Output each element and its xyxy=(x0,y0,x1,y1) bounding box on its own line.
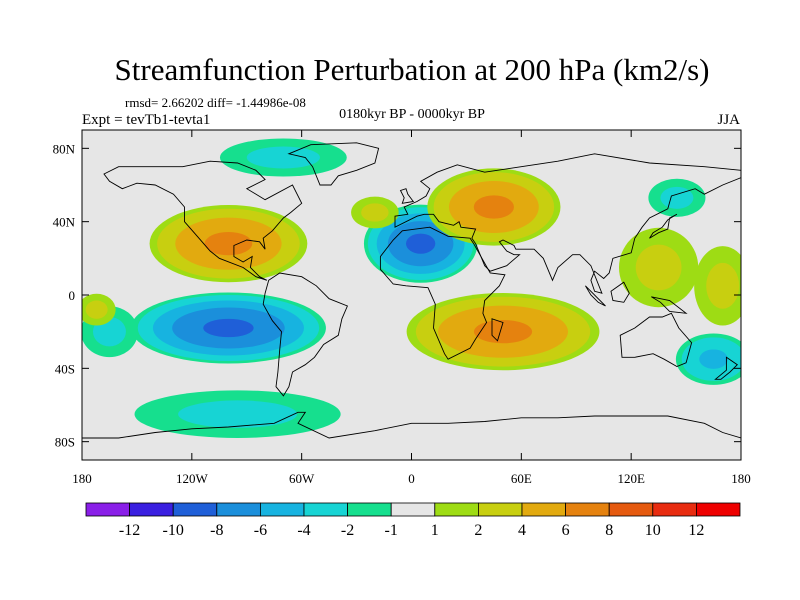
australia-outline xyxy=(619,312,693,367)
north-america-outline xyxy=(103,160,303,281)
south-america-outline xyxy=(262,272,348,397)
colorbar-label: 10 xyxy=(645,522,661,539)
y-tick-label: 80N xyxy=(53,141,76,156)
x-tick-label: 120W xyxy=(176,471,209,486)
colorbar-swatch xyxy=(477,502,523,517)
greenland-outline xyxy=(287,142,380,186)
colorbar-swatch xyxy=(347,502,392,517)
borneo-outline xyxy=(610,281,630,303)
y-tick-label: 0 xyxy=(69,288,76,303)
colorbar-label: 12 xyxy=(688,522,704,539)
season-label: JJA xyxy=(717,112,740,128)
north-pacific-low-band-2 xyxy=(660,186,694,209)
x-tick-label: 60W xyxy=(289,471,315,486)
colorbar-label: 2 xyxy=(474,522,482,539)
y-tick-label: 40N xyxy=(53,215,76,230)
colorbar-label: 1 xyxy=(431,522,439,539)
colorbar-swatch xyxy=(129,502,174,517)
colorbar-swatch xyxy=(172,502,218,517)
eurasia-outline xyxy=(394,153,741,294)
southern-low-band-2 xyxy=(178,400,298,428)
y-tick-label: 80S xyxy=(55,435,75,450)
south-africa-high-band-4 xyxy=(473,320,533,344)
colorbar-label: -10 xyxy=(163,522,184,539)
new-zealand-outline xyxy=(714,356,739,380)
colorbar-label: -2 xyxy=(341,522,354,539)
stats-text: rmsd= 2.66202 diff= -1.44986e-08 xyxy=(125,95,306,110)
x-tick-label: 180 xyxy=(72,471,92,486)
colorbar-swatch xyxy=(259,502,305,517)
colorbar-swatch xyxy=(434,502,479,517)
far-east-high-band-2 xyxy=(706,262,740,309)
period-label: 0180kyr BP - 0000kyr BP xyxy=(339,107,485,122)
colorbar-swatch xyxy=(390,502,436,517)
japan-outline xyxy=(649,213,678,239)
x-tick-label: 0 xyxy=(408,471,415,486)
axis-ticks: 180 120W 60W 0 60E 120E 180 80N 40N 0 40S 80S xyxy=(53,130,751,486)
colorbar-label: -4 xyxy=(297,522,310,539)
y-tick-label: 40S xyxy=(55,361,75,376)
x-tick-label: 60E xyxy=(511,471,532,486)
indonesia-high-band-2 xyxy=(635,244,682,291)
experiment-label: Expt = tevTb1-tevta1 xyxy=(82,112,210,128)
colorbar-label: -6 xyxy=(254,522,267,539)
colorbar-label: -8 xyxy=(210,522,223,539)
north-america-high-band-4 xyxy=(204,232,253,256)
sumatra-outline xyxy=(585,285,606,307)
colorbar-swatch xyxy=(696,502,741,517)
colorbar-swatch xyxy=(608,502,654,517)
x-tick-label: 120E xyxy=(617,471,645,486)
atlantic-ring-high-band-2 xyxy=(361,203,389,222)
x-tick-label: 180 xyxy=(731,471,751,486)
colorbar-label: -1 xyxy=(385,522,398,539)
colorbar-swatch xyxy=(85,502,130,517)
central-asia-high-band-4 xyxy=(473,195,514,219)
colorbar-label: 4 xyxy=(518,522,526,539)
pacific-low-south-band-5 xyxy=(203,318,254,338)
colorbar-swatch xyxy=(652,502,697,517)
arctic-low-band-2 xyxy=(246,146,320,169)
colorbar-swatch xyxy=(216,502,261,517)
africa-low-band-5 xyxy=(406,233,436,254)
colorbar: -12 -10 -8 -6 -4 -2 -1 1 2 4 6 8 10 12 xyxy=(85,502,741,539)
africa-outline xyxy=(379,226,506,360)
coastlines xyxy=(82,142,741,439)
madagascar-outline xyxy=(491,318,504,342)
antarctica-outline xyxy=(82,411,741,439)
west-pacific-south-high-band-2 xyxy=(85,300,108,319)
colorbar-swatch xyxy=(565,502,610,517)
colorbar-swatch xyxy=(303,502,348,517)
australia-low-band-3 xyxy=(699,349,728,369)
new-guinea-outline xyxy=(651,296,688,314)
great-britain-outline xyxy=(399,188,415,204)
colorbar-swatch xyxy=(521,502,566,517)
colorbar-label: -12 xyxy=(119,522,140,539)
colorbar-label: 6 xyxy=(562,522,570,539)
chart-title: Streamfunction Perturbation at 200 hPa (… xyxy=(115,52,710,87)
colorbar-label: 8 xyxy=(605,522,613,539)
